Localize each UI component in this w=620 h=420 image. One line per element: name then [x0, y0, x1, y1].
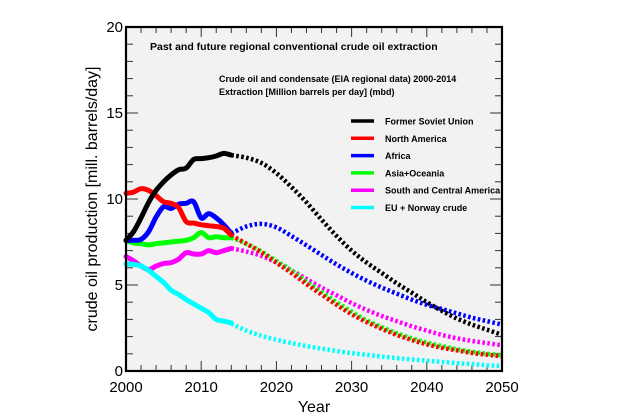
x-axis-title: Year: [298, 399, 331, 416]
projection-line-africa: [230, 221, 503, 327]
legend-label: EU + Norway crude: [385, 203, 467, 213]
legend-item-south-and-central-america: South and Central America: [351, 186, 501, 196]
y-tick-label: 5: [115, 277, 123, 294]
historical-line-former-soviet-union: [123, 150, 234, 243]
x-tick-label: 2010: [185, 379, 218, 396]
x-tick-label: 2040: [410, 379, 443, 396]
historical-line-north-america: [123, 186, 234, 238]
historical-line-asia-oceania: [123, 230, 234, 248]
legend-item-eu-norway-crude: EU + Norway crude: [351, 203, 467, 213]
chart-title: Past and future regional conventional cr…: [150, 41, 438, 53]
projection-line-eu-norway-crude: [230, 321, 503, 369]
legend-item-former-soviet-union: Former Soviet Union: [351, 117, 474, 127]
y-tick-label: 15: [106, 105, 123, 122]
legend-item-asia-oceania: Asia+Oceania: [351, 168, 445, 178]
legend-label: Asia+Oceania: [385, 168, 445, 178]
x-tick-label: 2050: [485, 379, 518, 396]
plot-background: [126, 27, 502, 371]
plot-frame: [124, 25, 504, 373]
projection-line-north-america: [230, 233, 503, 359]
chart-subtitle-line-2: Extraction [Million barrels per day] (mb…: [219, 87, 395, 97]
legend-label: Former Soviet Union: [385, 117, 474, 127]
legend: Former Soviet Union North America Africa As…: [351, 117, 501, 213]
x-tick-label: 2030: [335, 379, 368, 396]
legend-item-north-america: North America: [351, 134, 448, 144]
y-tick-label: 10: [106, 191, 123, 208]
historical-line-eu-norway-crude: [123, 261, 234, 326]
y-tick-label: 20: [106, 19, 123, 36]
legend-item-africa: Africa: [351, 151, 412, 161]
projection-line-former-soviet-union: [230, 152, 503, 338]
x-tick-labels: 2000 2010 2020 2030 2040 2050: [109, 379, 518, 396]
y-tick-labels: 0 5 10 15 20: [106, 19, 123, 380]
x-tick-label: 2000: [109, 379, 142, 396]
legend-label: South and Central America: [385, 186, 501, 196]
y-axis-title: crude oil production [mill. barrels/day]: [84, 66, 101, 331]
legend-label: North America: [385, 134, 448, 144]
series-layer: [123, 150, 503, 369]
legend-label: Africa: [385, 151, 412, 161]
x-tick-label: 2020: [260, 379, 293, 396]
y-tick-label: 0: [115, 363, 123, 380]
chart-subtitle-line-1: Crude oil and condensate (EIA regional d…: [219, 74, 456, 84]
